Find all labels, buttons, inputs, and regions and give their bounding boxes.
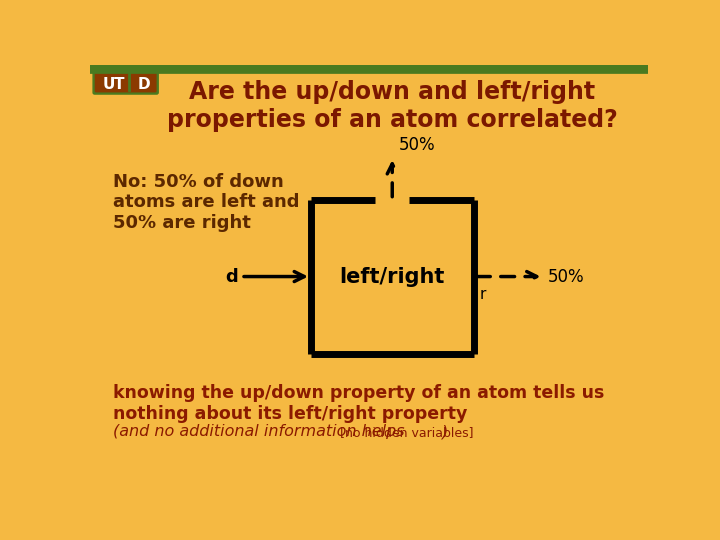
FancyBboxPatch shape bbox=[93, 70, 158, 94]
Text: (and no additional information helps: (and no additional information helps bbox=[113, 424, 410, 440]
Text: U: U bbox=[102, 77, 114, 92]
Text: No: 50% of down
atoms are left and
50% are right: No: 50% of down atoms are left and 50% a… bbox=[113, 173, 300, 232]
Text: 50%: 50% bbox=[398, 136, 435, 154]
Text: knowing the up/down property of an atom tells us
nothing about its left/right pr: knowing the up/down property of an atom … bbox=[113, 384, 605, 423]
Text: D: D bbox=[138, 77, 150, 92]
Text: [no hidden variables]: [no hidden variables] bbox=[340, 426, 473, 439]
Text: ): ) bbox=[442, 424, 448, 440]
Text: 50%: 50% bbox=[548, 267, 585, 286]
Text: T: T bbox=[114, 77, 125, 92]
Text: left/right: left/right bbox=[340, 267, 445, 287]
Text: r: r bbox=[480, 287, 486, 302]
Text: Are the up/down and left/right
properties of an atom correlated?: Are the up/down and left/right propertie… bbox=[167, 80, 618, 132]
Text: d: d bbox=[225, 267, 238, 286]
FancyBboxPatch shape bbox=[96, 72, 156, 92]
